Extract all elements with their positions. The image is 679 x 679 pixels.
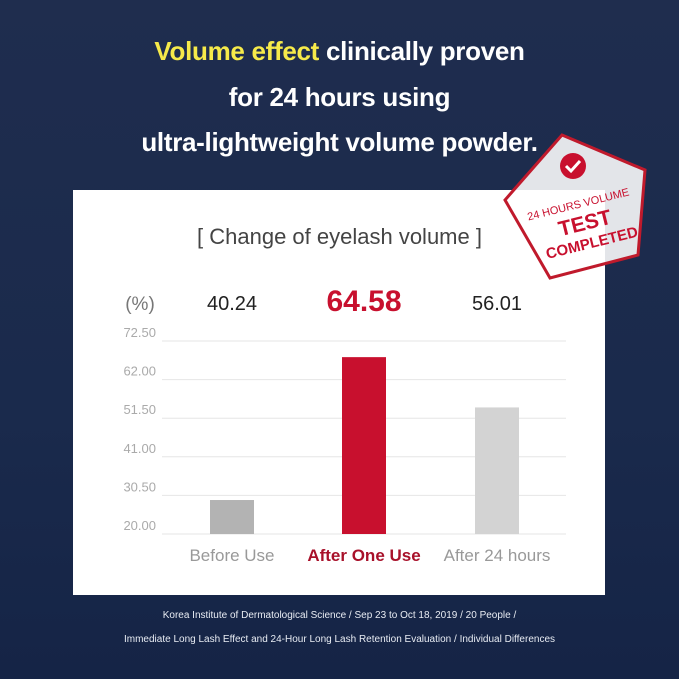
value-label: 56.01 bbox=[472, 293, 522, 315]
bar-after-one-use bbox=[342, 357, 386, 534]
test-completed-stamp: 24 HOURS VOLUME TEST COMPLETED bbox=[503, 133, 647, 280]
y-tick-label: 72.50 bbox=[123, 325, 156, 340]
y-tick-label: 51.50 bbox=[123, 402, 156, 417]
headline-line-1: Volume effect clinically proven bbox=[0, 36, 679, 67]
headline-line-2: for 24 hours using bbox=[228, 82, 451, 112]
y-tick-label: 20.00 bbox=[123, 518, 156, 533]
headline-line-3: ultra-lightweight volume powder. bbox=[141, 127, 538, 157]
value-label: 64.58 bbox=[326, 285, 401, 318]
bar-after-24-hours bbox=[475, 407, 519, 534]
checkmark-badge-icon bbox=[560, 153, 586, 179]
headline-line-1-rest: clinically proven bbox=[319, 36, 525, 66]
y-tick-label: 62.00 bbox=[123, 364, 156, 379]
chart-title: [ Change of eyelash volume ] bbox=[197, 224, 482, 249]
footnote-line-2: Immediate Long Lash Effect and 24-Hour L… bbox=[123, 634, 555, 645]
y-tick-label: 30.50 bbox=[123, 479, 156, 494]
category-label: After 24 hours bbox=[444, 546, 551, 565]
category-label: After One Use bbox=[307, 546, 420, 565]
y-tick-label: 41.00 bbox=[123, 441, 156, 456]
value-label: 40.24 bbox=[207, 293, 257, 315]
y-axis-unit: (%) bbox=[125, 294, 155, 315]
footnote-line-1: Korea Institute of Dermatological Scienc… bbox=[162, 610, 517, 621]
category-label: Before Use bbox=[189, 546, 274, 565]
headline-highlight: Volume effect bbox=[154, 36, 320, 66]
bar-before-use bbox=[210, 500, 254, 534]
